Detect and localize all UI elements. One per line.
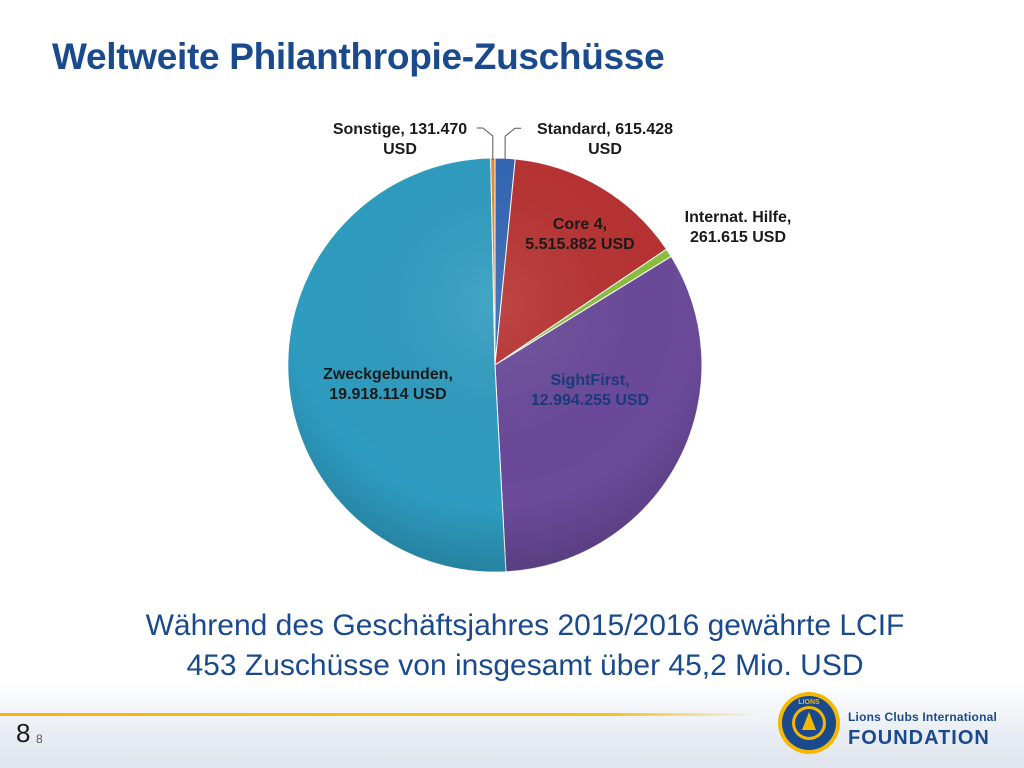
- leader-line-sonstige: [476, 127, 494, 160]
- slice-label-sightfirst: SightFirst, 12.994.255 USD: [531, 372, 649, 409]
- slice-label-standard: Standard, 615.428 USD: [537, 121, 673, 158]
- footer-band: [0, 682, 1024, 768]
- page-title: Weltweite Philanthropie-Zuschüsse: [52, 36, 665, 77]
- caption: Während des Geschäftsjahres 2015/2016 ge…: [0, 606, 1024, 686]
- page-number: 8: [16, 718, 31, 748]
- logo-line-1: Lions Clubs International: [848, 710, 998, 724]
- slice-label-sonstige: Sonstige, 131.470 USD: [333, 121, 467, 158]
- caption-line-2: 453 Zuschüsse von insgesamt über 45,2 Mi…: [186, 649, 864, 682]
- leader-line-standard: [504, 127, 522, 161]
- slice-label-zweckgebunden: Zweckgebunden, 19.918.114 USD: [323, 366, 453, 403]
- logo-line-2: FOUNDATION: [848, 727, 990, 749]
- pie-chart: Standard, 615.428 USD Core 4, 5.515.882 USD…: [287, 121, 792, 573]
- svg-text:LIONS: LIONS: [798, 699, 820, 706]
- page-number-small: 8: [36, 732, 43, 746]
- slice-label-core-4: Core 4, 5.515.882 USD: [525, 216, 634, 253]
- caption-line-1: Während des Geschäftsjahres 2015/2016 ge…: [145, 609, 905, 642]
- slice-label-internat-hilfe: Internat. Hilfe, 261.615 USD: [685, 209, 792, 246]
- footer-accent-line: [0, 713, 760, 716]
- foundation-logo: Lions Clubs International FOUNDATION: [848, 710, 997, 750]
- lions-clubs-seal-icon: LIONS: [778, 692, 840, 754]
